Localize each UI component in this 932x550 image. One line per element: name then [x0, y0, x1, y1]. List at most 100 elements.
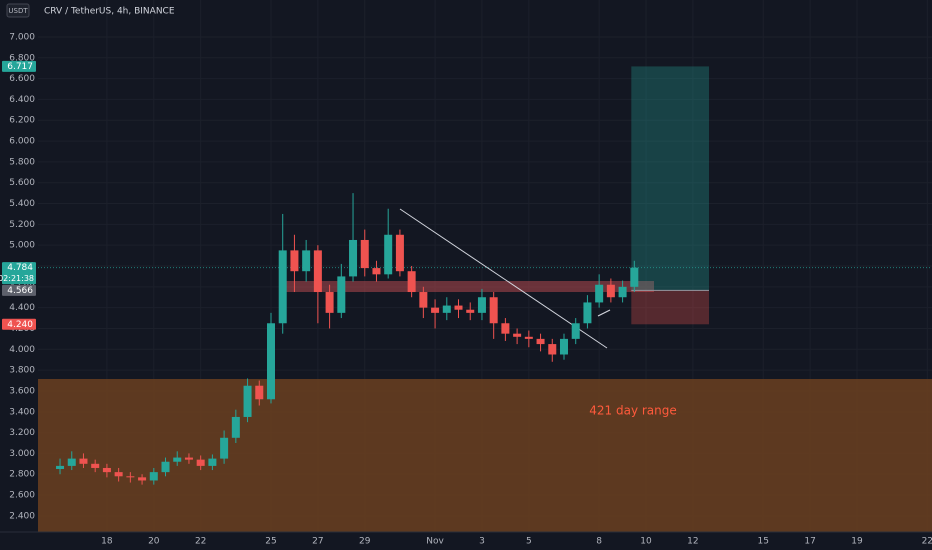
- candle-body: [173, 457, 182, 462]
- candle-body: [126, 476, 135, 478]
- x-tick-label: 22: [922, 537, 932, 547]
- y-tick-label: 3.800: [9, 366, 35, 376]
- price-label: 4.784: [7, 263, 33, 273]
- candle-body: [184, 457, 193, 460]
- loss-zone: [631, 290, 709, 325]
- candle-body: [302, 250, 311, 272]
- y-tick-label: 3.400: [9, 407, 35, 417]
- candle-body: [243, 385, 252, 417]
- y-tick-label: 6.200: [9, 116, 35, 126]
- candle-body: [208, 458, 217, 466]
- y-tick-label: 3.600: [9, 386, 35, 396]
- x-tick-label: 18: [101, 537, 113, 547]
- resistance-zone: [284, 281, 654, 292]
- candle-body: [231, 416, 240, 438]
- x-tick-label: 3: [479, 537, 485, 547]
- candle-body: [220, 437, 229, 459]
- y-tick-label: 3.000: [9, 449, 35, 459]
- time-axis: [0, 532, 932, 550]
- range-label: 421 day range: [589, 404, 677, 418]
- candle-body: [360, 239, 369, 269]
- candle-body: [431, 307, 440, 313]
- candle-body: [489, 297, 498, 324]
- y-tick-label: 2.400: [9, 511, 35, 521]
- countdown: 02:21:38: [0, 274, 34, 283]
- candle-body: [501, 323, 510, 334]
- candle-body: [606, 284, 615, 298]
- y-tick-label: 6.600: [9, 74, 35, 84]
- y-tick-label: 6.800: [9, 53, 35, 63]
- candle-body: [618, 286, 627, 298]
- candle-body: [630, 267, 639, 287]
- candle-body: [266, 323, 275, 400]
- candle-body: [419, 292, 428, 308]
- x-tick-label: 27: [312, 537, 323, 547]
- y-tick-label: 4.400: [9, 303, 35, 313]
- chart-title: CRV / TetherUS, 4h, BINANCE: [44, 7, 175, 17]
- candle-body: [278, 250, 287, 324]
- range-zone: [38, 379, 932, 532]
- candle-body: [395, 234, 404, 272]
- x-tick-label: 17: [804, 537, 815, 547]
- candle-body: [313, 250, 322, 293]
- currency-badge: [6, 3, 30, 18]
- x-tick-label: Nov: [426, 537, 444, 547]
- candle-body: [595, 284, 604, 303]
- x-tick-label: 10: [640, 537, 652, 547]
- x-tick-label: 20: [148, 537, 160, 547]
- y-tick-label: 2.800: [9, 470, 35, 480]
- price-label-box: [2, 318, 36, 330]
- y-tick-label: 6.400: [9, 95, 35, 105]
- candle-body: [138, 477, 147, 481]
- candle-body: [384, 234, 393, 275]
- candle-body: [149, 472, 158, 481]
- candle-body: [161, 461, 170, 473]
- y-tick-label: 7.000: [9, 32, 35, 42]
- candle-body: [67, 458, 76, 466]
- candle-body: [466, 309, 475, 313]
- x-tick-label: 12: [687, 537, 698, 547]
- x-tick-label: 22: [195, 537, 206, 547]
- candle-body: [114, 472, 123, 477]
- candle-body: [407, 271, 416, 293]
- axes: 2.400 2.600 2.800 3.000 3.200 3.400 3.600 3.800…: [0, 32, 932, 546]
- candle-body: [372, 268, 381, 275]
- currency: USDT: [8, 7, 28, 15]
- candle-body: [91, 463, 100, 468]
- y-tick-label: 5.000: [9, 241, 35, 251]
- y-tick-label: 2.600: [9, 491, 35, 501]
- price-label-box: [2, 284, 36, 296]
- y-tick-label: 5.800: [9, 157, 35, 167]
- y-tick-label: 5.200: [9, 220, 35, 230]
- candle-body: [56, 465, 65, 470]
- candle-body: [524, 336, 533, 339]
- x-tick-label: 19: [851, 537, 863, 547]
- y-tick-label: 4.000: [9, 345, 35, 355]
- candle-body: [349, 239, 358, 277]
- candle-body: [79, 458, 88, 464]
- x-tick-label: 15: [758, 537, 769, 547]
- candle-body: [337, 276, 346, 313]
- x-tick-label: 5: [526, 537, 532, 547]
- candle-body: [325, 292, 334, 313]
- candle-body: [454, 305, 463, 310]
- candle-body: [442, 305, 451, 313]
- price-label: 4.566: [7, 286, 33, 296]
- profit-zone: [631, 66, 709, 291]
- y-tick-label: 3.200: [9, 428, 35, 438]
- x-tick-label: 25: [265, 537, 276, 547]
- candle-body: [255, 385, 264, 400]
- price-label-box: [2, 60, 36, 72]
- candle-body: [583, 302, 592, 324]
- candle-body: [102, 467, 111, 473]
- y-tick-label: 6.000: [9, 137, 35, 147]
- x-tick-label: 29: [359, 537, 371, 547]
- candle-body: [548, 344, 557, 355]
- candle-body: [513, 333, 522, 337]
- x-tick-label: 8: [596, 537, 602, 547]
- y-tick-label: 5.600: [9, 178, 35, 188]
- candle-body: [477, 297, 486, 313]
- price-label: 4.240: [7, 320, 33, 330]
- y-tick-label: 5.400: [9, 199, 35, 209]
- candle-body: [559, 338, 568, 355]
